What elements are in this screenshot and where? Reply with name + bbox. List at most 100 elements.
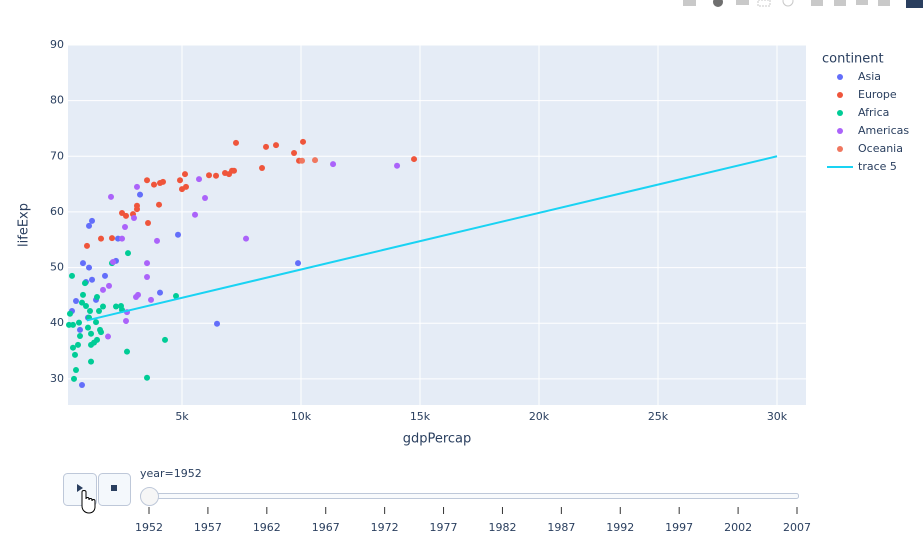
legend-label: trace 5 (858, 160, 897, 173)
data-point (106, 282, 113, 289)
autoscale-icon[interactable] (856, 0, 868, 5)
pan-icon[interactable] (736, 0, 749, 5)
data-point (300, 138, 307, 145)
zoom-out-icon[interactable] (834, 0, 846, 6)
reset-icon[interactable] (878, 0, 890, 6)
plot-area (68, 45, 806, 405)
data-point (109, 235, 116, 242)
data-point (102, 272, 109, 279)
data-point (93, 319, 100, 326)
data-point (133, 183, 140, 190)
slider-steps: 1952 1957 1962 1967 1972 1977 1982 1987 1992 1997… (135, 507, 811, 534)
data-point (156, 201, 163, 208)
data-point (130, 215, 137, 222)
slider-step-label: 1982 (488, 521, 516, 534)
legend-label: Asia (858, 70, 881, 83)
data-point (173, 292, 180, 299)
data-point (89, 276, 96, 283)
grid (68, 44, 806, 405)
data-point (231, 167, 238, 174)
data-point (312, 157, 319, 164)
slider-step-label: 1987 (547, 521, 575, 534)
slider-step-label: 2002 (724, 521, 752, 534)
zoom-in-icon[interactable] (811, 0, 823, 6)
data-point (330, 161, 337, 168)
data-point (94, 336, 101, 343)
legend-label: Europe (858, 88, 897, 101)
data-point (119, 235, 126, 242)
data-point (206, 172, 213, 179)
data-point (83, 242, 90, 249)
x-tick-label: 30k (767, 410, 788, 423)
legend-swatch (837, 128, 843, 134)
data-point (123, 212, 130, 219)
play-icon[interactable] (77, 484, 83, 492)
data-point (108, 193, 115, 200)
x-tick-label: 20k (529, 410, 550, 423)
data-point (68, 272, 75, 279)
legend-swatch (837, 92, 843, 98)
data-point (160, 178, 167, 185)
data-point (137, 191, 144, 198)
select-icon[interactable] (757, 0, 771, 7)
data-point (144, 260, 151, 267)
slider-track[interactable] (140, 493, 799, 499)
data-point (123, 317, 130, 324)
x-tick-label: 25k (648, 410, 669, 423)
zoom-icon[interactable] (713, 0, 723, 7)
marks (65, 138, 778, 388)
lasso-icon[interactable] (782, 0, 794, 7)
legend-label: Africa (858, 106, 889, 119)
stop-button[interactable] (98, 473, 131, 506)
slider-step-label: 1962 (253, 521, 281, 534)
camera-icon[interactable] (683, 0, 696, 6)
slider-step-label: 1972 (371, 521, 399, 534)
data-point (88, 358, 95, 365)
data-point (79, 260, 86, 267)
y-tick-label: 30 (50, 372, 64, 385)
data-point (110, 259, 117, 266)
data-point (86, 264, 93, 271)
data-point (148, 296, 155, 303)
data-point (175, 231, 182, 238)
slider-step-label: 1957 (194, 521, 222, 534)
data-point (233, 139, 240, 146)
legend-label: Oceania (858, 142, 903, 155)
data-point (213, 172, 220, 179)
data-point (295, 260, 302, 267)
y-tick-label: 90 (50, 38, 64, 51)
data-point (151, 181, 158, 188)
y-tick-label: 40 (50, 316, 64, 329)
data-point (192, 211, 199, 218)
data-point (94, 294, 101, 301)
x-tick-label: 15k (410, 410, 431, 423)
plotly-logo[interactable] (906, 0, 923, 8)
data-point (66, 310, 73, 317)
data-point (88, 330, 95, 337)
slider-step-label: 1977 (430, 521, 458, 534)
data-point (78, 299, 85, 306)
slider-step-label: 1967 (312, 521, 340, 534)
data-point (243, 235, 250, 242)
data-point (263, 143, 270, 150)
data-point (135, 291, 142, 298)
data-point (162, 336, 169, 343)
modebar[interactable] (683, 0, 923, 8)
legend-title: continent (822, 52, 884, 67)
x-axis-title: gdpPercap (403, 432, 472, 447)
slider-step-label: 1997 (665, 521, 693, 534)
data-point (177, 177, 184, 184)
data-point (133, 202, 140, 209)
data-point (74, 341, 81, 348)
data-point (82, 302, 89, 309)
legend-swatch (837, 74, 843, 80)
data-point (105, 333, 112, 340)
data-point (145, 220, 152, 227)
data-point (86, 222, 93, 229)
data-point (144, 374, 151, 381)
data-point (70, 375, 77, 382)
slider-current-label: year=1952 (140, 467, 202, 480)
slider-handle[interactable] (140, 487, 159, 506)
stop-icon[interactable] (111, 485, 117, 491)
